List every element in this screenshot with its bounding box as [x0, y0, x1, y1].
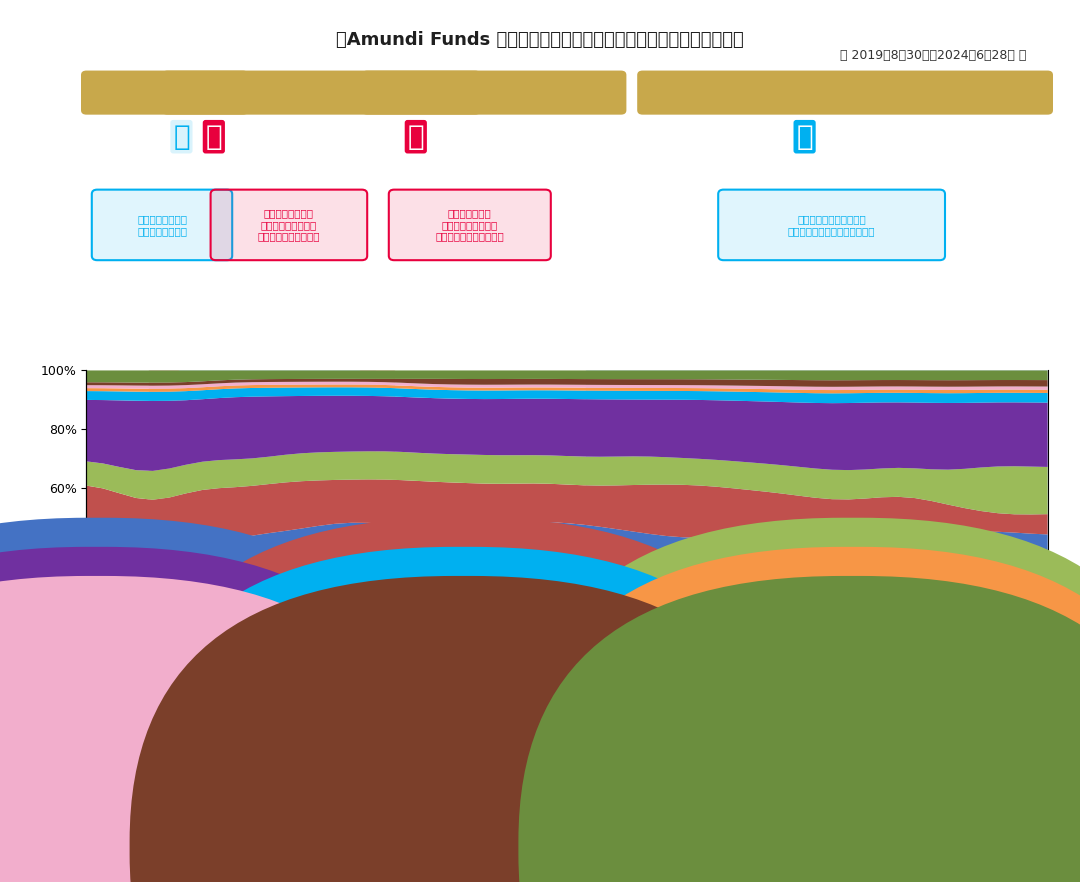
Text: 守: 守: [796, 123, 813, 151]
Text: 守: 守: [173, 123, 190, 151]
Text: 楽観論と利上げ警戒感: 楽観論と利上げ警戒感: [459, 86, 529, 99]
Text: エネルギー株や
金融株等を増やし、
ハイイールド債を減らす: エネルギー株や 金融株等を増やし、 ハイイールド債を減らす: [435, 208, 504, 242]
Bar: [149, 666, 375, 776]
Text: ハイイールド債や
ヘルスケア株式等を
増やし、現金を減らす: ハイイールド債や ヘルスケア株式等を 増やし、現金を減らす: [258, 208, 320, 242]
Bar: [149, 370, 375, 666]
Text: エクイティリンク債: エクイティリンク債: [111, 813, 170, 824]
Bar: [149, 370, 178, 666]
Text: 株式はバリューに焦点、
ヘッジポジションを高めに維持: 株式はバリューに焦点、 ヘッジポジションを高めに維持: [787, 214, 876, 235]
Text: 攻: 攻: [407, 123, 424, 151]
Text: 資産担保証券: 資産担保証券: [867, 784, 906, 795]
Text: ※3 資産配分の推移は、月次ベース（2019年8月30日以降）です。: ※3 資産配分の推移は、月次ベース（2019年8月30日以降）です。: [86, 880, 301, 882]
Text: イベントリンク債: イベントリンク債: [478, 813, 530, 824]
Text: 株式（MLP、REIT、BDC等※1含む）: 株式（MLP、REIT、BDC等※1含む）: [111, 784, 256, 795]
Bar: [586, 666, 1048, 776]
Text: コロナ・
ショック: コロナ・ ショック: [151, 78, 178, 107]
Bar: [149, 666, 178, 776]
Text: 優先証券: 優先証券: [111, 842, 137, 853]
Text: 攻: 攻: [205, 123, 222, 151]
Bar: [361, 370, 394, 666]
Text: 金融緩和を背景にした
リスクオンムード: 金融緩和を背景にした リスクオンムード: [286, 78, 356, 107]
Bar: [361, 666, 394, 776]
Text: 転換社債: 転換社債: [867, 813, 893, 824]
Text: 債券（国債、社債、ハイイールド債券、新興国債券等※1）: 債券（国債、社債、ハイイールド債券、新興国債券等※1）: [478, 784, 657, 795]
Text: ※1 表記資産のすべてが組入れられているとは限りません。: ※1 表記資産のすべてが組入れられているとは限りません。: [86, 848, 261, 858]
Bar: [586, 370, 1048, 666]
Text: ※2 その他には投資信託証券を含む場合があります。: ※2 その他には投資信託証券を含む場合があります。: [86, 864, 243, 874]
Legend: デリバティブ（ヘッジ含む）: デリバティブ（ヘッジ含む）: [92, 671, 213, 690]
Text: 現金、短期金融資産等: 現金、短期金融資産等: [867, 842, 932, 853]
Text: 【Amundi Funds インカム・オポチュニティーズの資産配分の推移】: 【Amundi Funds インカム・オポチュニティーズの資産配分の推移】: [336, 31, 744, 49]
Text: 現金等を増やし、
株式全般を減らす: 現金等を増やし、 株式全般を減らす: [137, 214, 187, 235]
Text: インフレと景気減速懸念: インフレと景気減速懸念: [807, 86, 883, 99]
Text: その他※2: その他※2: [478, 842, 514, 853]
Text: （ 2019年8月30日～2024年6月28日 ）: （ 2019年8月30日～2024年6月28日 ）: [839, 49, 1026, 62]
